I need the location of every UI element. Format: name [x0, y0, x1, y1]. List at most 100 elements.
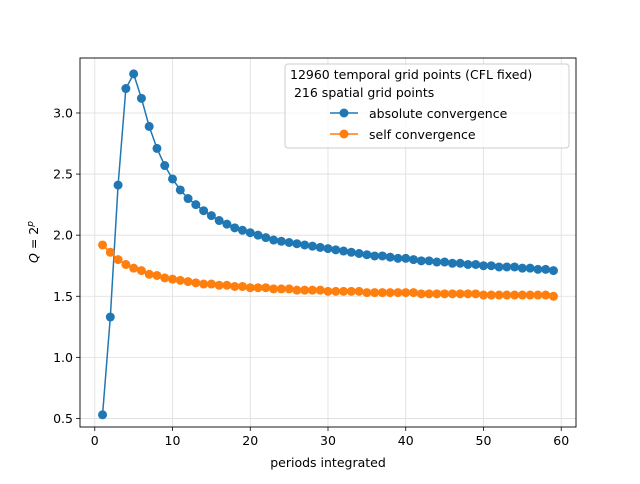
tick-layer: 0 10 20 30 40 50 60 0.5 1.0 1.5 2.0 2.5 3.0	[53, 105, 569, 448]
data-point-absolute-convergence	[533, 264, 543, 274]
x-tick-label: 10	[165, 433, 181, 448]
data-point-self-convergence	[486, 290, 496, 300]
data-point-self-convergence	[409, 288, 419, 298]
data-point-absolute-convergence	[307, 241, 317, 251]
legend-title-line-2: 216 spatial grid points	[290, 85, 434, 100]
data-point-self-convergence	[478, 290, 488, 300]
data-point-absolute-convergence	[486, 261, 496, 271]
data-point-absolute-convergence	[517, 263, 527, 273]
data-point-absolute-convergence	[463, 259, 473, 269]
series-self-convergence	[98, 240, 558, 301]
legend-marker-absolute-convergence	[339, 108, 349, 118]
data-point-self-convergence	[152, 270, 162, 280]
data-point-absolute-convergence	[478, 261, 488, 271]
data-point-self-convergence	[136, 266, 146, 276]
data-point-self-convergence	[199, 279, 209, 289]
data-point-absolute-convergence	[98, 410, 108, 420]
data-point-self-convergence	[463, 289, 473, 299]
y-tick-label: 0.5	[53, 411, 73, 426]
data-point-absolute-convergence	[471, 259, 481, 269]
data-point-absolute-convergence	[424, 256, 434, 266]
data-point-absolute-convergence	[548, 266, 558, 276]
data-point-absolute-convergence	[409, 255, 419, 265]
x-tick-label: 50	[476, 433, 492, 448]
data-point-self-convergence	[370, 288, 380, 298]
data-point-absolute-convergence	[362, 250, 372, 260]
data-point-absolute-convergence	[269, 235, 279, 245]
y-axis-label: Q = 2p	[26, 221, 41, 263]
data-point-absolute-convergence	[237, 225, 247, 235]
series-absolute-convergence	[98, 69, 558, 420]
data-point-self-convergence	[502, 290, 512, 300]
data-point-absolute-convergence	[447, 258, 457, 268]
data-point-self-convergence	[300, 285, 310, 295]
data-point-self-convergence	[494, 290, 504, 300]
data-point-absolute-convergence	[183, 194, 193, 204]
x-tick-label: 60	[553, 433, 569, 448]
data-point-self-convergence	[253, 283, 263, 293]
data-point-self-convergence	[517, 290, 527, 300]
data-point-absolute-convergence	[416, 256, 426, 266]
data-point-absolute-convergence	[377, 251, 387, 261]
data-point-self-convergence	[307, 285, 317, 295]
data-point-absolute-convergence	[230, 223, 240, 233]
data-point-self-convergence	[315, 285, 325, 295]
legend-box	[284, 63, 570, 149]
x-axis-label: periods integrated	[270, 455, 386, 470]
data-point-self-convergence	[206, 279, 216, 289]
data-point-self-convergence	[471, 289, 481, 299]
data-point-self-convergence	[222, 280, 232, 290]
data-point-absolute-convergence	[385, 252, 395, 262]
data-point-self-convergence	[377, 288, 387, 298]
data-point-absolute-convergence	[315, 242, 325, 252]
data-point-self-convergence	[440, 289, 450, 299]
data-point-absolute-convergence	[129, 69, 139, 79]
data-point-absolute-convergence	[339, 246, 349, 256]
data-point-absolute-convergence	[510, 262, 520, 272]
data-point-self-convergence	[160, 273, 170, 283]
data-point-self-convergence	[237, 281, 247, 291]
data-point-absolute-convergence	[253, 230, 263, 240]
x-tick-label: 0	[91, 433, 99, 448]
data-point-absolute-convergence	[494, 262, 504, 272]
data-point-self-convergence	[346, 286, 356, 296]
data-point-self-convergence	[354, 286, 364, 296]
data-point-absolute-convergence	[300, 240, 310, 250]
data-point-self-convergence	[525, 290, 535, 300]
data-point-self-convergence	[401, 288, 411, 298]
data-point-self-convergence	[362, 288, 372, 298]
data-point-absolute-convergence	[105, 312, 115, 322]
data-point-self-convergence	[385, 288, 395, 298]
data-point-self-convergence	[541, 290, 551, 300]
data-point-absolute-convergence	[144, 121, 154, 131]
data-point-self-convergence	[393, 288, 403, 298]
data-point-absolute-convergence	[284, 238, 294, 247]
data-point-self-convergence	[447, 289, 457, 299]
data-point-self-convergence	[214, 280, 224, 290]
data-point-self-convergence	[245, 283, 255, 293]
data-point-absolute-convergence	[136, 93, 146, 103]
data-point-absolute-convergence	[323, 244, 333, 254]
data-point-self-convergence	[424, 289, 434, 299]
data-point-absolute-convergence	[199, 206, 209, 216]
data-point-self-convergence	[455, 289, 465, 299]
x-tick-label: 20	[242, 433, 258, 448]
data-point-absolute-convergence	[206, 211, 216, 221]
data-point-self-convergence	[191, 278, 201, 288]
data-point-absolute-convergence	[168, 174, 178, 184]
data-point-absolute-convergence	[455, 258, 465, 268]
y-tick-label: 1.0	[53, 350, 73, 365]
data-point-absolute-convergence	[292, 239, 302, 249]
legend-entry-self-convergence: self convergence	[330, 127, 476, 142]
data-point-absolute-convergence	[541, 264, 551, 274]
data-point-absolute-convergence	[440, 257, 450, 267]
data-point-absolute-convergence	[432, 257, 442, 267]
legend-label-absolute-convergence: absolute convergence	[369, 106, 508, 121]
data-point-absolute-convergence	[261, 233, 271, 243]
data-point-absolute-convergence	[502, 262, 512, 272]
data-point-self-convergence	[276, 284, 286, 294]
data-point-self-convergence	[168, 274, 178, 284]
data-point-absolute-convergence	[370, 251, 380, 261]
data-point-self-convergence	[510, 290, 520, 300]
